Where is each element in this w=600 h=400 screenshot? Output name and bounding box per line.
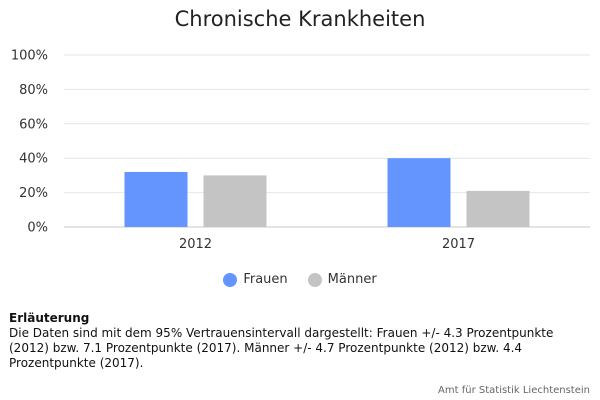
y-tick-label: 0% — [27, 221, 48, 236]
legend-label-frauen: Frauen — [243, 272, 288, 287]
bar-mnner-2012[interactable] — [203, 175, 267, 227]
y-tick-label: 60% — [19, 117, 48, 132]
chart-plot: 0% 20% 40% 60% 80% 100% 2012 2017 — [11, 49, 590, 252]
legend-swatch-maenner — [307, 272, 322, 287]
x-tick-label: 2017 — [442, 237, 475, 252]
legend-label-maenner: Männer — [327, 272, 377, 287]
y-tick-label: 100% — [11, 49, 48, 64]
chart-title: Chronische Krankheiten — [174, 7, 426, 31]
y-tick-label: 20% — [19, 186, 48, 201]
bar-frauen-2012[interactable] — [124, 171, 188, 227]
y-tick-label: 40% — [19, 152, 48, 167]
legend-swatch-frauen — [223, 272, 238, 287]
legend-item-frauen[interactable]: Frauen — [223, 272, 288, 287]
bar-frauen-2017[interactable] — [387, 158, 451, 227]
credits: Amt für Statistik Liechtenstein — [438, 385, 590, 396]
chart-legend: Frauen Männer — [0, 272, 600, 287]
legend-item-maenner[interactable]: Männer — [307, 272, 377, 287]
explanation-title: Erläuterung — [9, 311, 90, 325]
bar-mnner-2017[interactable] — [466, 190, 530, 227]
y-tick-label: 80% — [19, 83, 48, 98]
x-tick-label: 2012 — [179, 237, 212, 252]
explanation-note: Erläuterung Die Daten sind mit dem 95% V… — [9, 311, 597, 371]
explanation-text: Die Daten sind mit dem 95% Vertrauensint… — [9, 326, 554, 370]
